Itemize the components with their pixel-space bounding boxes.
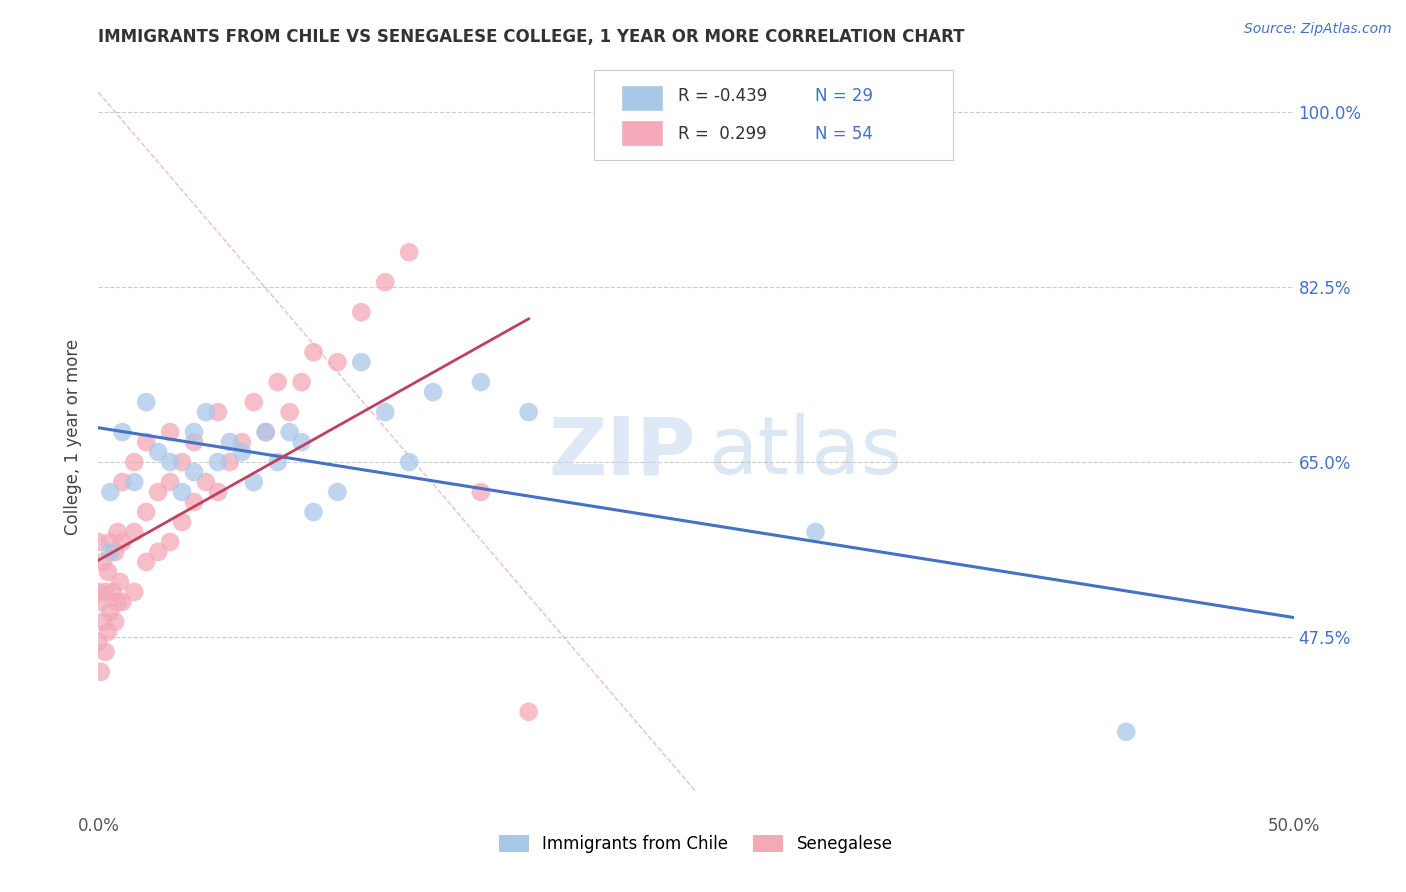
Point	[350, 305, 373, 319]
Point	[135, 555, 157, 569]
Point	[98, 485, 122, 500]
Point	[291, 435, 314, 450]
Point	[231, 445, 253, 459]
Point	[98, 545, 122, 559]
Text: atlas: atlas	[709, 413, 903, 491]
Point	[148, 545, 170, 559]
Point	[517, 405, 540, 419]
Point	[302, 505, 325, 519]
Text: N = 54: N = 54	[815, 125, 873, 143]
Point	[90, 595, 112, 609]
Point	[278, 405, 301, 419]
Point	[183, 425, 205, 439]
Point	[254, 425, 277, 439]
Bar	[620, 85, 662, 112]
Point	[111, 535, 134, 549]
Text: R =  0.299: R = 0.299	[678, 125, 766, 143]
Point	[135, 505, 157, 519]
Point	[111, 425, 134, 439]
Text: ZIP: ZIP	[548, 413, 696, 491]
Point	[94, 645, 117, 659]
Point	[207, 485, 229, 500]
Point	[422, 385, 444, 400]
Point	[87, 535, 110, 549]
Point	[97, 624, 120, 639]
Point	[98, 535, 122, 549]
Point	[135, 435, 157, 450]
Point	[172, 515, 194, 529]
Point	[159, 475, 181, 489]
Point	[104, 545, 127, 559]
Text: IMMIGRANTS FROM CHILE VS SENEGALESE COLLEGE, 1 YEAR OR MORE CORRELATION CHART: IMMIGRANTS FROM CHILE VS SENEGALESE COLL…	[98, 28, 965, 45]
Point	[326, 485, 349, 500]
Point	[207, 455, 229, 469]
Point	[104, 615, 127, 629]
Text: N = 29: N = 29	[815, 87, 873, 105]
Point	[267, 375, 290, 389]
Point	[231, 435, 253, 450]
Point	[804, 524, 827, 539]
Point	[398, 455, 420, 469]
Text: R = -0.439: R = -0.439	[678, 87, 768, 105]
Y-axis label: College, 1 year or more: College, 1 year or more	[65, 339, 83, 535]
Point	[124, 585, 146, 599]
Point	[159, 535, 181, 549]
Point	[302, 345, 325, 359]
Point	[243, 395, 266, 409]
Point	[470, 485, 492, 500]
Point	[219, 435, 242, 450]
Point	[148, 445, 170, 459]
Point	[183, 435, 205, 450]
Point	[172, 485, 194, 500]
Point	[91, 615, 114, 629]
Point	[254, 425, 277, 439]
Point	[183, 465, 205, 479]
Point	[98, 605, 122, 619]
Point	[124, 455, 146, 469]
Point	[101, 585, 124, 599]
Point	[291, 375, 314, 389]
Point	[1115, 724, 1137, 739]
Point	[267, 455, 290, 469]
Point	[111, 475, 134, 489]
Point	[398, 245, 420, 260]
Point	[374, 405, 396, 419]
FancyBboxPatch shape	[595, 70, 953, 160]
Point	[94, 585, 117, 599]
Point	[207, 405, 229, 419]
Point	[195, 405, 218, 419]
Point	[107, 595, 129, 609]
Point	[108, 574, 131, 589]
Point	[517, 705, 540, 719]
Point	[148, 485, 170, 500]
Point	[111, 595, 134, 609]
Point	[374, 275, 396, 289]
Bar	[620, 120, 662, 146]
Point	[159, 425, 181, 439]
Point	[326, 355, 349, 369]
Point	[91, 555, 114, 569]
Point	[124, 524, 146, 539]
Point	[350, 355, 373, 369]
Point	[195, 475, 218, 489]
Point	[219, 455, 242, 469]
Point	[97, 565, 120, 579]
Legend: Immigrants from Chile, Senegalese: Immigrants from Chile, Senegalese	[492, 828, 900, 860]
Point	[243, 475, 266, 489]
Point	[278, 425, 301, 439]
Point	[183, 495, 205, 509]
Point	[159, 455, 181, 469]
Point	[172, 455, 194, 469]
Point	[135, 395, 157, 409]
Point	[124, 475, 146, 489]
Point	[90, 665, 112, 679]
Point	[470, 375, 492, 389]
Point	[107, 524, 129, 539]
Point	[87, 635, 110, 649]
Point	[87, 585, 110, 599]
Text: Source: ZipAtlas.com: Source: ZipAtlas.com	[1244, 22, 1392, 37]
